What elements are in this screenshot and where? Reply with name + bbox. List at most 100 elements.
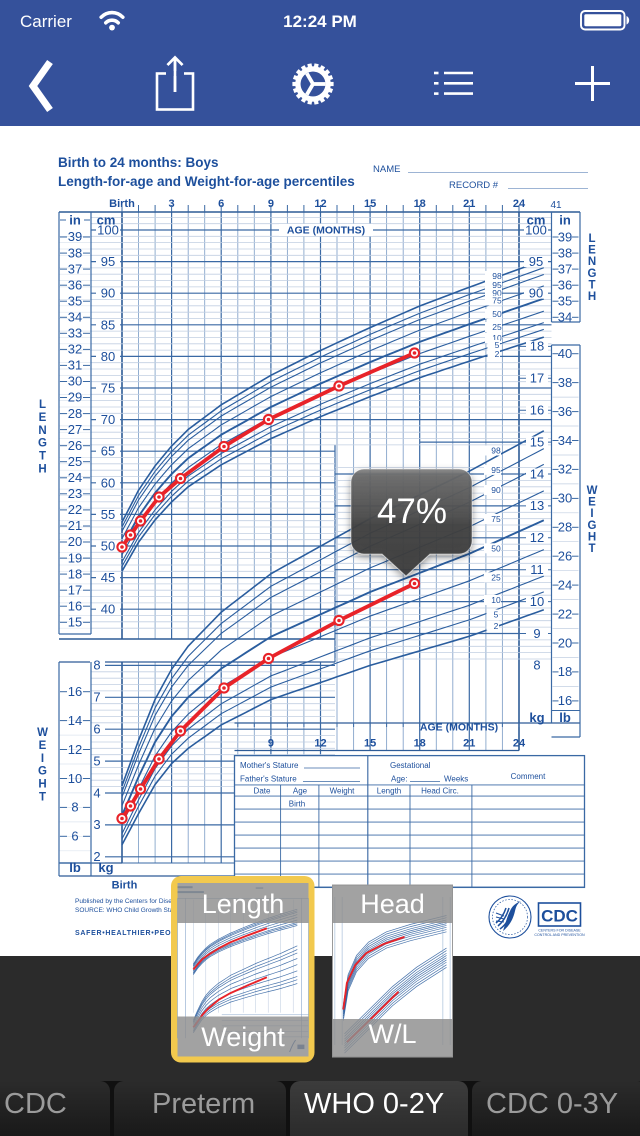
svg-text:7: 7 (93, 690, 100, 705)
svg-text:Weight: Weight (201, 1022, 285, 1052)
svg-text:95: 95 (101, 254, 115, 269)
svg-text:18: 18 (558, 664, 572, 679)
svg-text:6: 6 (71, 829, 78, 844)
svg-text:Length: Length (202, 889, 285, 919)
svg-text:W: W (587, 485, 598, 497)
svg-text:75: 75 (492, 296, 502, 306)
svg-text:Head: Head (360, 889, 425, 919)
svg-text:21: 21 (68, 518, 82, 533)
svg-text:G: G (588, 520, 597, 532)
svg-text:SAFER•HEALTHIER•PEOPLE™: SAFER•HEALTHIER•PEOPLE™ (75, 930, 195, 937)
svg-text:lb: lb (69, 860, 81, 875)
svg-text:40: 40 (558, 346, 572, 361)
svg-text:11: 11 (530, 562, 544, 577)
svg-text:2: 2 (93, 849, 100, 864)
svg-text:12: 12 (314, 198, 326, 210)
svg-text:Age: Age (293, 786, 308, 795)
svg-text:T: T (588, 543, 595, 555)
svg-text:N: N (38, 425, 46, 437)
svg-text:Birth: Birth (112, 880, 138, 892)
svg-text:36: 36 (558, 278, 572, 293)
svg-text:G: G (38, 438, 47, 450)
svg-text:75: 75 (491, 514, 501, 524)
svg-text:Weight: Weight (330, 786, 356, 795)
svg-text:AGE (MONTHS): AGE (MONTHS) (420, 722, 498, 734)
svg-text:16: 16 (68, 598, 82, 613)
svg-text:18: 18 (414, 198, 426, 210)
svg-text:29: 29 (68, 390, 82, 405)
svg-text:CENTERS FOR DISEASE: CENTERS FOR DISEASE (538, 929, 581, 933)
svg-text:34: 34 (558, 310, 572, 325)
svg-text:24: 24 (513, 198, 526, 210)
svg-text:15: 15 (68, 615, 82, 630)
svg-text:100: 100 (97, 223, 119, 238)
svg-text:CDC: CDC (541, 907, 578, 926)
svg-text:35: 35 (558, 294, 572, 309)
svg-text:10: 10 (492, 333, 502, 343)
svg-text:24: 24 (558, 577, 572, 592)
svg-text:H: H (588, 291, 596, 303)
svg-text:3: 3 (169, 198, 175, 210)
svg-text:AGE (MONTHS): AGE (MONTHS) (287, 225, 365, 237)
svg-text:T: T (39, 451, 46, 463)
svg-text:lb: lb (559, 710, 571, 725)
svg-text:Length-for-age and Weight-for-: Length-for-age and Weight-for-age percen… (58, 174, 355, 189)
svg-text:Mother's Stature: Mother's Stature (240, 761, 299, 770)
svg-text:35: 35 (68, 293, 82, 308)
svg-text:24: 24 (513, 738, 526, 750)
svg-text:38: 38 (558, 375, 572, 390)
svg-text:20: 20 (558, 635, 572, 650)
svg-text:33: 33 (68, 326, 82, 341)
svg-text:25: 25 (68, 454, 82, 469)
svg-text:Length: Length (377, 786, 401, 795)
svg-text:in: in (559, 213, 571, 228)
svg-text:65: 65 (101, 444, 115, 459)
svg-text:8: 8 (71, 800, 78, 815)
svg-text:5: 5 (494, 610, 499, 620)
svg-text:16: 16 (530, 403, 544, 418)
svg-text:kg: kg (98, 860, 113, 875)
svg-text:Age:: Age: (391, 775, 407, 784)
svg-text:31: 31 (68, 358, 82, 373)
svg-text:Weeks: Weeks (444, 775, 468, 784)
svg-text:H: H (588, 531, 596, 543)
svg-text:17: 17 (68, 582, 82, 597)
svg-text:98: 98 (492, 271, 502, 281)
svg-text:E: E (39, 412, 47, 424)
svg-text:37: 37 (558, 261, 572, 276)
svg-text:37: 37 (68, 261, 82, 276)
svg-text:12:24 PM: 12:24 PM (283, 12, 357, 31)
svg-text:90: 90 (491, 485, 501, 495)
svg-text:17: 17 (530, 371, 544, 386)
svg-text:30: 30 (68, 374, 82, 389)
svg-text:6: 6 (218, 198, 224, 210)
svg-text:W/L: W/L (368, 1019, 416, 1049)
svg-text:18: 18 (530, 339, 544, 354)
svg-text:23: 23 (68, 486, 82, 501)
svg-text:18: 18 (68, 566, 82, 581)
svg-text:15: 15 (364, 738, 376, 750)
svg-text:26: 26 (68, 438, 82, 453)
svg-text:8: 8 (93, 658, 100, 673)
svg-text:2: 2 (495, 349, 500, 359)
svg-text:45: 45 (101, 570, 115, 585)
svg-text:E: E (39, 740, 47, 752)
svg-text:25: 25 (491, 573, 501, 583)
svg-text:G: G (38, 766, 47, 778)
svg-text:70: 70 (101, 412, 115, 427)
svg-text:CONTROL AND PREVENTION: CONTROL AND PREVENTION (534, 933, 585, 937)
svg-text:27: 27 (68, 422, 82, 437)
svg-text:90: 90 (101, 286, 115, 301)
svg-text:T: T (39, 792, 46, 804)
svg-text:75: 75 (101, 381, 115, 396)
svg-text:95: 95 (491, 465, 501, 475)
svg-text:40: 40 (101, 602, 115, 617)
svg-text:Gestational: Gestational (390, 761, 431, 770)
svg-text:L: L (588, 233, 595, 245)
svg-text:10: 10 (530, 594, 544, 609)
svg-text:cm: cm (527, 213, 546, 228)
svg-text:T: T (588, 279, 595, 291)
svg-text:24: 24 (68, 470, 82, 485)
svg-text:16: 16 (68, 684, 82, 699)
svg-text:RECORD #: RECORD # (449, 180, 499, 191)
